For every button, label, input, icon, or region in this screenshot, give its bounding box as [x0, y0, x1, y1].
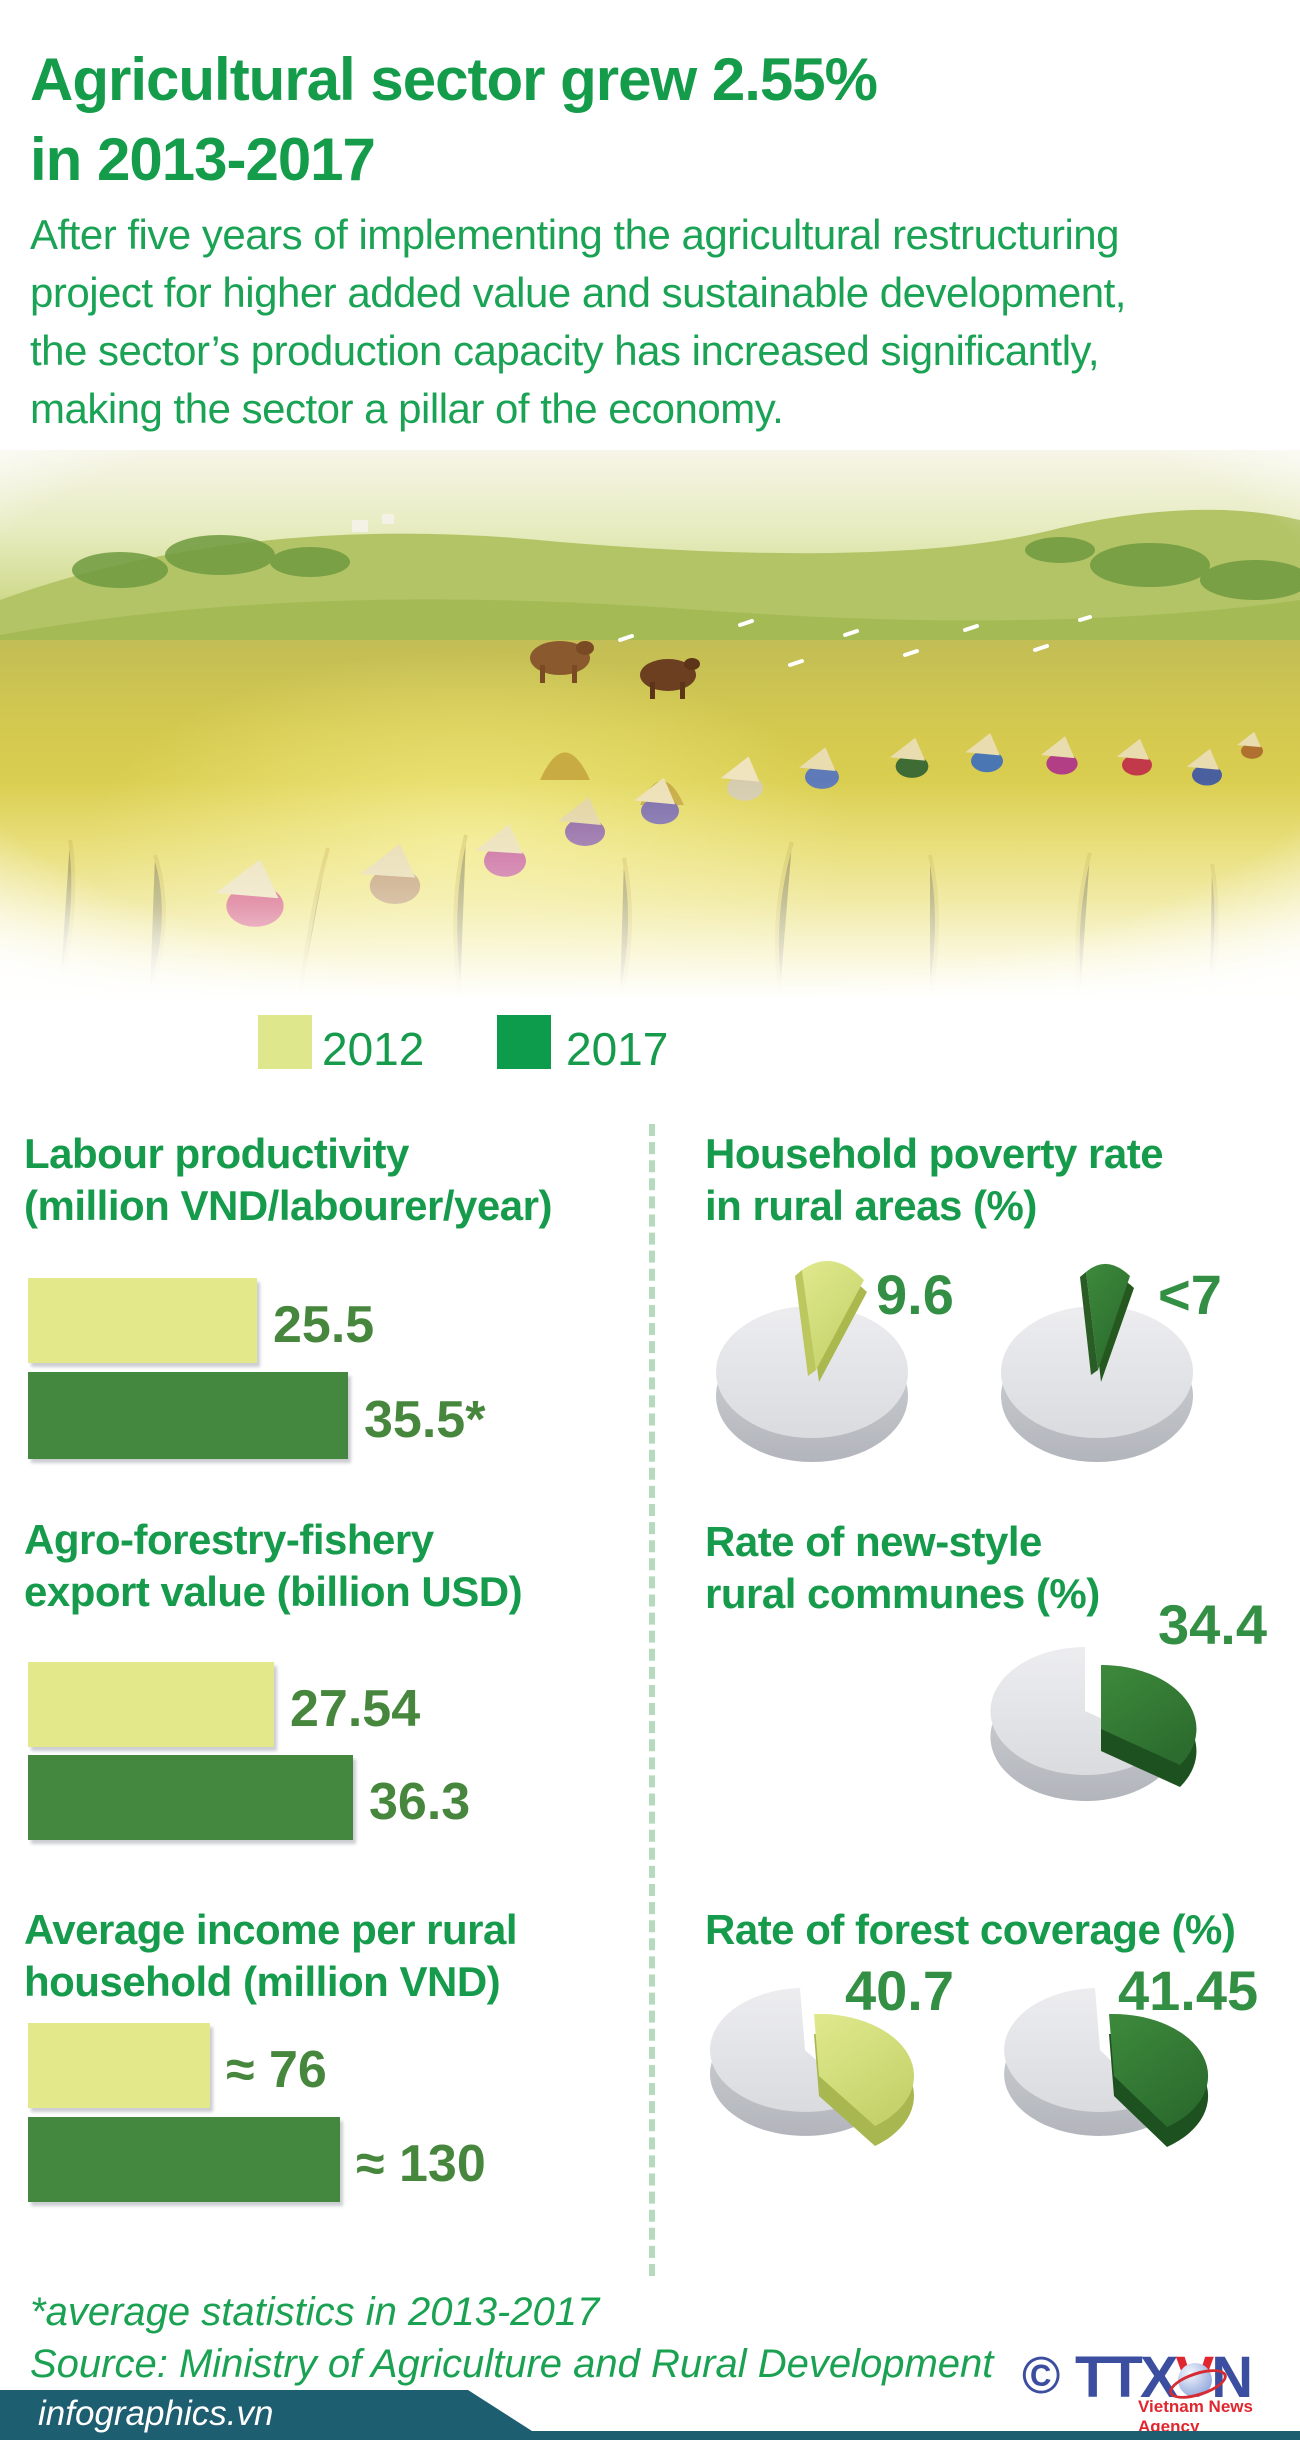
copyright-icon: © — [1022, 2347, 1061, 2405]
heading-line: Rate of new-style — [705, 1518, 1042, 1565]
section-title-poverty-rate: Household poverty rate in rural areas (%… — [705, 1128, 1164, 1232]
bar-value-export-2017: 36.3 — [369, 1773, 471, 1831]
section-title-average-income: Average income per rural household (mill… — [24, 1904, 517, 2008]
bar-value-labour-2017: 35.5* — [364, 1391, 486, 1449]
section-title-rural-communes: Rate of new-style rural communes (%) — [705, 1516, 1100, 1620]
heading-line: Average income per rural — [24, 1906, 517, 1953]
heading-line: Household poverty rate — [705, 1130, 1164, 1177]
heading-line: household (million VND) — [24, 1958, 501, 2005]
pie-value-poverty-2012: 9.6 — [876, 1263, 954, 1326]
logo-n: N — [1211, 2345, 1253, 2410]
pie-communes-2017 — [990, 1647, 1197, 1801]
heading-line: (million VND/labourer/year) — [24, 1182, 552, 1229]
legend-label-2017: 2017 — [566, 1023, 669, 1075]
column-divider — [649, 1124, 655, 2276]
pie-value-forest-2017: 41.45 — [1118, 1959, 1259, 2022]
legend-label-2012: 2012 — [322, 1023, 425, 1075]
footnote-source: Source: Ministry of Agriculture and Rura… — [30, 2342, 994, 2386]
page-title: Agricultural sector grew 2.55% in 2013-2… — [30, 40, 878, 200]
bar-value-income-2017: ≈ 130 — [356, 2135, 486, 2193]
intro-line: After five years of implementing the agr… — [30, 211, 1119, 258]
bar-income-2012 — [28, 2023, 210, 2108]
heading-line: Rate of forest coverage (%) — [705, 1906, 1236, 1953]
page-title-line1: Agricultural sector grew 2.55% — [30, 46, 878, 113]
site-url: infographics.vn — [38, 2394, 274, 2433]
heading-line: export value (billion USD) — [24, 1568, 523, 1615]
bar-income-2017 — [28, 2117, 340, 2202]
section-title-export-value: Agro-forestry-fishery export value (bill… — [24, 1514, 523, 1618]
bar-labour-2012 — [28, 1278, 257, 1363]
bar-export-2012 — [28, 1662, 274, 1747]
pie-forest-2012 — [710, 1988, 915, 2146]
pie-value-poverty-2017: <7 — [1158, 1263, 1222, 1326]
heading-line: rural communes (%) — [705, 1570, 1100, 1617]
pie-poverty-2017 — [1001, 1263, 1193, 1462]
page-title-line2: in 2013-2017 — [30, 126, 376, 193]
rice-harvest-photo — [0, 450, 1300, 1000]
heading-line: in rural areas (%) — [705, 1182, 1037, 1229]
globe-icon — [1178, 2363, 1212, 2397]
section-title-forest-coverage: Rate of forest coverage (%) — [705, 1904, 1236, 1956]
heading-line: Agro-forestry-fishery — [24, 1516, 434, 1563]
intro-line: project for higher added value and susta… — [30, 269, 1126, 316]
legend-swatch-2017 — [497, 1015, 551, 1069]
pie-poverty-2012 — [716, 1261, 908, 1462]
intro-line: the sector’s production capacity has inc… — [30, 327, 1100, 374]
pie-forest-2017 — [1004, 1988, 1209, 2147]
logo-ttx: TTX — [1075, 2345, 1179, 2410]
footnote-average: *average statistics in 2013-2017 — [30, 2290, 600, 2334]
pie-value-communes-2017: 34.4 — [1158, 1593, 1267, 1656]
pie-value-forest-2012: 40.7 — [845, 1959, 954, 2022]
intro-paragraph: After five years of implementing the agr… — [30, 206, 1126, 438]
section-title-labour-productivity: Labour productivity (million VND/laboure… — [24, 1128, 552, 1232]
bar-value-labour-2012: 25.5 — [273, 1296, 375, 1354]
heading-line: Labour productivity — [24, 1130, 409, 1177]
bar-labour-2017 — [28, 1372, 348, 1459]
intro-line: making the sector a pillar of the econom… — [30, 385, 784, 432]
footer-banner — [0, 2390, 1300, 2440]
bar-value-income-2012: ≈ 76 — [226, 2041, 327, 2099]
bar-value-export-2012: 27.54 — [290, 1680, 421, 1738]
legend-swatch-2012 — [258, 1015, 312, 1069]
bar-export-2017 — [28, 1755, 353, 1840]
